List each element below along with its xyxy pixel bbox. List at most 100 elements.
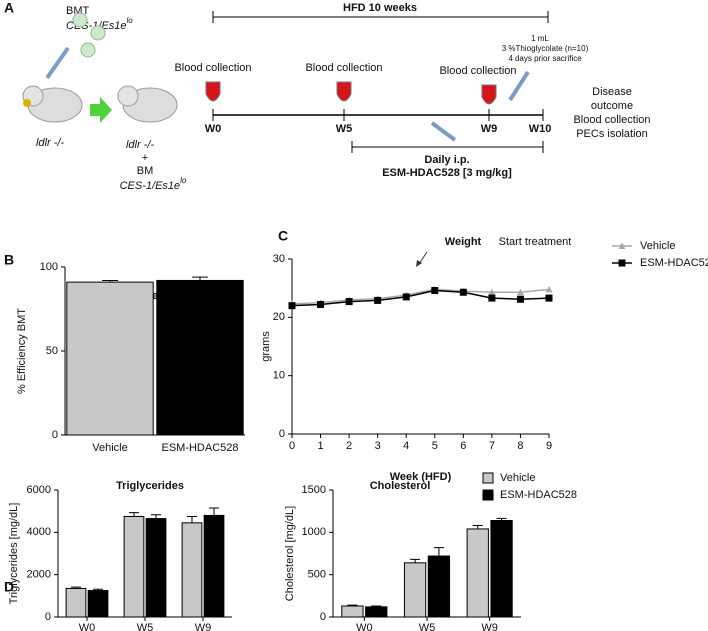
- bar: [65, 587, 87, 618]
- legend-label: Vehicle: [640, 240, 675, 252]
- y-axis-label: Triglycerides [mg/dL]: [8, 503, 20, 605]
- error-bar: [209, 507, 220, 516]
- y-tick-label: 50: [46, 345, 58, 357]
- scheme-text: BM: [137, 165, 154, 177]
- y-tick-label: 0: [52, 429, 58, 441]
- marker: [545, 294, 553, 302]
- marker: [402, 293, 410, 301]
- chart-title: Weight: [445, 236, 482, 248]
- panel-label: A: [4, 0, 14, 16]
- scheme: A BMT CES-1/Es1elo ldlr -/- ldlr -/- + B…: [4, 0, 651, 192]
- marker: [374, 296, 382, 304]
- scheme-text: ldlr -/-: [36, 137, 64, 149]
- scheme-text: W10: [529, 123, 552, 135]
- tubes: [205, 81, 497, 105]
- y-axis-label: grams: [260, 331, 272, 362]
- scheme-text: Blood collection: [573, 114, 650, 126]
- x-tick-label: 5: [432, 440, 438, 452]
- y-axis-label: % Efficiency BMT: [16, 308, 28, 394]
- scheme-text: Blood collection: [439, 65, 516, 77]
- chart-title: Triglycerides: [116, 480, 184, 492]
- x-tick-label: 6: [460, 440, 466, 452]
- y-tick-label: 100: [40, 261, 58, 273]
- bar: [341, 605, 364, 618]
- scheme-text: W0: [205, 123, 222, 135]
- y-tick-label: 10: [273, 370, 285, 382]
- error-bar: [93, 588, 104, 591]
- marker: [431, 287, 439, 294]
- tube: [205, 81, 221, 102]
- x-tick-label: W5: [137, 622, 154, 631]
- error-bar: [192, 276, 208, 281]
- irradiation: [23, 99, 31, 107]
- annotation: Start treatment: [499, 236, 572, 248]
- error-bar: [151, 514, 162, 519]
- error-bar: [347, 604, 358, 606]
- annotation-arrow: [416, 260, 422, 267]
- x-tick-label: 9: [546, 440, 552, 452]
- panel-label: D: [4, 579, 14, 595]
- y-tick-label: 0: [279, 428, 285, 440]
- bar: [66, 281, 154, 436]
- scheme-text: PECs isolation: [576, 128, 648, 140]
- error-bar: [70, 586, 81, 589]
- scheme-text: +: [142, 152, 148, 164]
- x-tick-label: 1: [317, 440, 323, 452]
- marker: [488, 288, 496, 296]
- error-bar: [472, 525, 483, 529]
- y-tick-label: 4000: [27, 526, 51, 538]
- cell: [90, 25, 106, 41]
- error-bar: [102, 279, 118, 283]
- bar: [403, 562, 427, 618]
- scheme-text: W9: [481, 123, 498, 135]
- scheme-text: Daily i.p.: [424, 154, 469, 166]
- scheme-text: ldlr -/-: [126, 139, 154, 151]
- x-tick-label: 0: [289, 440, 295, 452]
- annotation-arrow: [418, 251, 428, 265]
- bar: [123, 515, 145, 618]
- y-tick-label: 0: [45, 611, 51, 623]
- error-bar: [410, 558, 421, 563]
- y-axis-label: Cholesterol [mg/dL]: [284, 506, 296, 601]
- panel-label: C: [278, 228, 288, 244]
- x-tick-label: Vehicle: [92, 442, 127, 454]
- scheme-text: ESM-HDAC528 [3 mg/kg]: [382, 167, 512, 179]
- arrow: [90, 97, 112, 123]
- y-tick-label: 0: [320, 611, 326, 623]
- scheme-text: lo: [127, 16, 134, 25]
- x-tick-label: W0: [79, 622, 96, 631]
- legend-marker: [618, 242, 626, 249]
- error-bar: [371, 605, 382, 607]
- x-axis-label: Week (HFD): [390, 471, 452, 483]
- x-tick-label: 8: [517, 440, 523, 452]
- error-bar: [496, 517, 507, 521]
- scheme-text: Blood collection: [305, 62, 382, 74]
- scheme-text: lo: [180, 176, 187, 185]
- tube: [336, 81, 352, 102]
- x-tick-label: W5: [419, 622, 436, 631]
- marker: [459, 288, 467, 296]
- syringe: [430, 121, 457, 142]
- syringe: [508, 70, 530, 102]
- line: [291, 288, 550, 305]
- legend-swatch: [482, 472, 494, 484]
- scheme-text: HFD 10 weeks: [343, 2, 417, 14]
- bar: [203, 514, 225, 618]
- tube: [481, 84, 497, 105]
- scheme-text: CES-1/Es1elo: [120, 176, 187, 192]
- scheme-text: outcome: [591, 100, 633, 112]
- y-tick-label: 20: [273, 311, 285, 323]
- x-tick-label: W0: [356, 622, 373, 631]
- x-tick-label: 7: [489, 440, 495, 452]
- cell: [72, 12, 88, 28]
- legend-marker: [618, 259, 626, 267]
- y-tick-label: 30: [273, 253, 285, 265]
- error-bar: [433, 547, 444, 557]
- marker: [545, 285, 553, 293]
- cell: [80, 42, 96, 58]
- marker: [516, 288, 524, 296]
- chart-title: Cholesterol: [370, 480, 431, 492]
- marker: [345, 298, 353, 306]
- marker: [488, 294, 496, 302]
